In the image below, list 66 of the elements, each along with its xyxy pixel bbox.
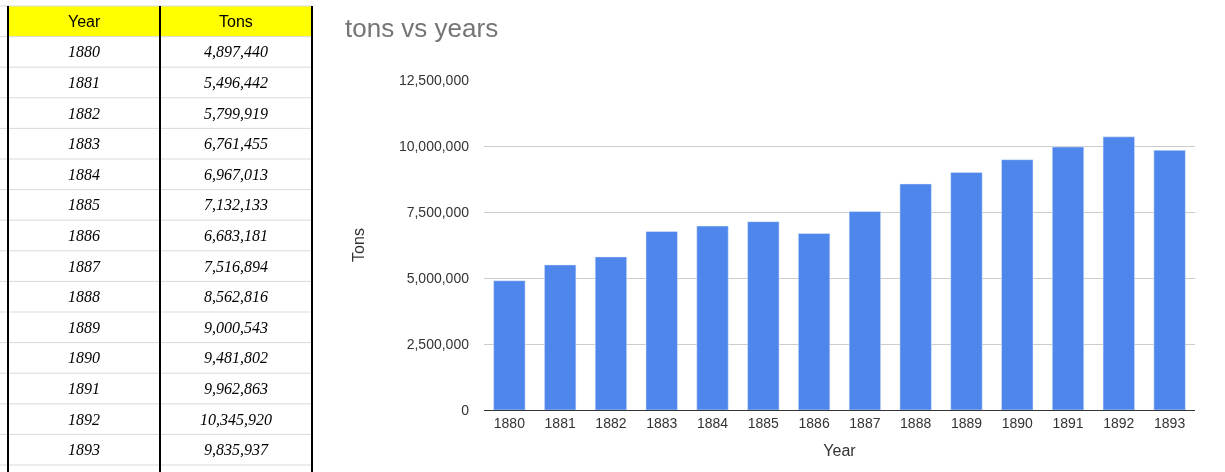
bar: [747, 221, 780, 410]
text: Tons: [219, 13, 253, 30]
bar: [544, 264, 577, 410]
x-tick-label: 1886: [798, 414, 830, 431]
bar: [493, 280, 526, 410]
text: 7,516,894: [204, 258, 268, 275]
text: Year: [68, 13, 101, 30]
text: 6,967,013: [204, 166, 268, 183]
y-tick-label: 10,000,000: [398, 137, 470, 154]
bar: [1102, 136, 1135, 410]
text: 6,683,181: [204, 227, 268, 244]
text: 5,496,442: [204, 74, 268, 91]
text: 9,481,802: [204, 349, 268, 366]
text: 6,761,455: [204, 135, 268, 152]
bar: [899, 183, 932, 410]
text: 7,132,133: [204, 196, 268, 213]
x-tick-label: 1887: [849, 414, 881, 431]
text: 1888: [68, 288, 100, 305]
x-tick-label: 1883: [646, 414, 678, 431]
x-axis-title: Year: [823, 442, 857, 460]
x-tick-label: 1881: [544, 414, 576, 431]
y-tick-label: 7,500,000: [406, 203, 470, 220]
text: 1887: [68, 258, 101, 275]
text: 9,962,863: [204, 380, 268, 397]
text: 1885: [68, 196, 100, 213]
y-tick-label: 5,000,000: [406, 269, 470, 286]
text: 10,345,920: [200, 411, 272, 428]
y-axis-title: Tons: [349, 228, 367, 262]
bar: [848, 211, 881, 410]
x-tick-label: 1880: [493, 414, 526, 431]
text: 1891: [68, 380, 100, 397]
x-tick-label: 1890: [1001, 414, 1034, 431]
text: 1884: [68, 166, 100, 183]
x-tick-label: 1891: [1052, 414, 1084, 431]
chart-title: tons vs years: [345, 13, 499, 44]
text: 1883: [68, 135, 100, 152]
x-tick-label: 1885: [747, 414, 780, 431]
x-tick-label: 1884: [696, 414, 729, 431]
bar: [1153, 150, 1186, 410]
text: 1882: [68, 105, 100, 122]
x-tick-label: 1882: [595, 414, 627, 431]
text: 1881: [68, 74, 100, 91]
bar: [1001, 159, 1034, 410]
x-tick-label: 1889: [950, 414, 983, 431]
x-tick-label: 1893: [1154, 414, 1186, 431]
text: 5,799,919: [204, 105, 268, 122]
text: 4,897,440: [204, 43, 268, 60]
text: 1890: [68, 349, 100, 366]
x-tick-label: 1888: [900, 414, 932, 431]
text: 1893: [68, 441, 100, 458]
y-tick-label: 0: [461, 401, 470, 418]
bar: [696, 225, 729, 410]
x-tick-label: 1892: [1103, 414, 1135, 431]
y-tick-label: 12,500,000: [398, 71, 470, 88]
y-tick-label: 2,500,000: [406, 335, 470, 352]
text: 9,835,937: [204, 441, 269, 458]
text: 1889: [68, 319, 100, 336]
bar: [645, 231, 678, 410]
text: 9,000,543: [204, 319, 268, 336]
bar: [1052, 146, 1085, 410]
bar: [594, 256, 627, 410]
text: 1886: [68, 227, 100, 244]
text: 1880: [68, 43, 100, 60]
text: 8,562,816: [204, 288, 268, 305]
bar: [950, 172, 983, 410]
bar: [798, 233, 831, 410]
